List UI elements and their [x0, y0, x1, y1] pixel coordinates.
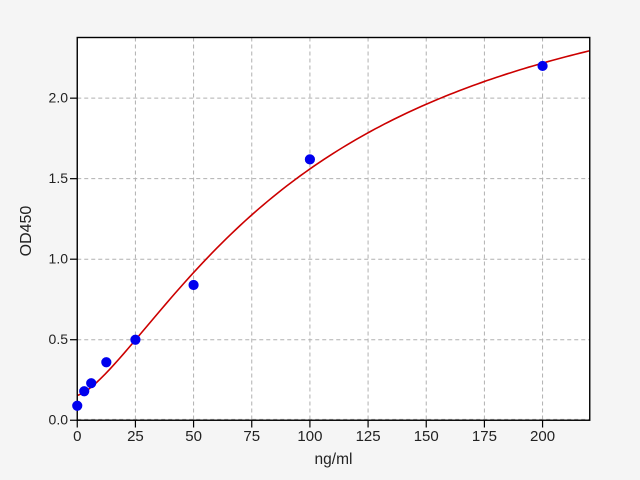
svg-text:200: 200: [530, 428, 555, 445]
svg-text:0.0: 0.0: [49, 412, 69, 428]
svg-text:ng/ml: ng/ml: [315, 451, 353, 468]
svg-text:1.5: 1.5: [49, 170, 69, 186]
svg-text:2.0: 2.0: [49, 89, 69, 105]
svg-text:50: 50: [185, 428, 202, 445]
svg-text:150: 150: [414, 428, 439, 445]
svg-text:75: 75: [243, 428, 260, 445]
svg-text:0: 0: [73, 428, 81, 445]
svg-text:1.0: 1.0: [49, 250, 69, 266]
svg-text:25: 25: [127, 428, 144, 445]
svg-text:OD450: OD450: [18, 206, 35, 257]
svg-text:125: 125: [356, 428, 381, 445]
svg-text:100: 100: [297, 428, 322, 445]
svg-text:175: 175: [472, 428, 497, 445]
svg-text:0.5: 0.5: [49, 331, 69, 347]
